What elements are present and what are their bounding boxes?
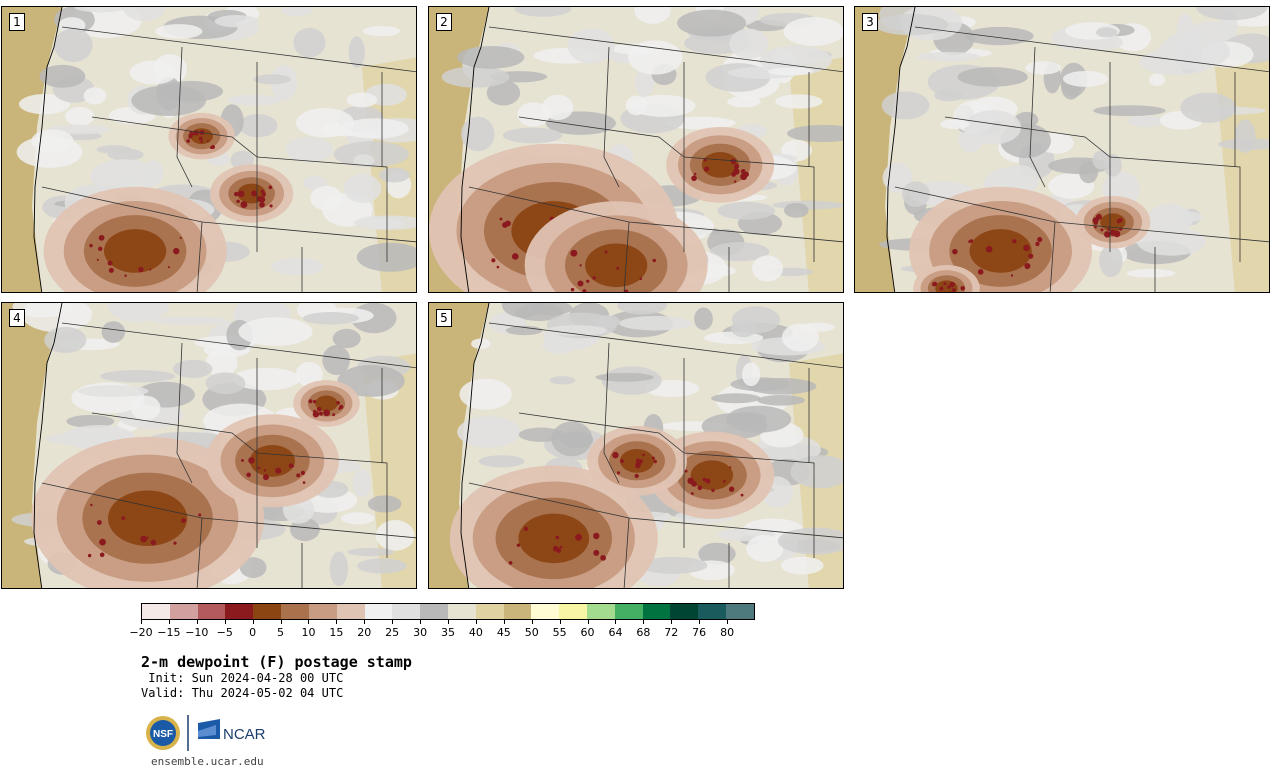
dewpoint-map — [2, 7, 416, 292]
tick-mark — [141, 620, 142, 624]
tick-label: 72 — [664, 626, 679, 639]
colorbar — [141, 603, 755, 620]
colorbar-swatch — [142, 604, 170, 619]
tick-mark — [308, 620, 310, 624]
colorbar-swatch — [587, 604, 615, 619]
nsf-ncar-logo: NSF NCAR — [146, 715, 266, 751]
tick-label: 10 — [301, 626, 316, 639]
colorbar-swatch — [392, 604, 421, 619]
tick-label: 76 — [692, 626, 707, 639]
tick-label: 68 — [636, 626, 651, 639]
dewpoint-map — [429, 7, 843, 292]
tick-mark — [587, 620, 589, 624]
colorbar-swatch — [169, 604, 198, 619]
tick-label: 60 — [580, 626, 595, 639]
colorbar-swatch — [698, 604, 727, 619]
tick-mark — [224, 620, 226, 624]
panel-number: 1 — [9, 13, 25, 31]
stamp-panel-5: 5 — [428, 302, 844, 589]
tick-label: 15 — [329, 626, 344, 639]
tick-mark — [364, 620, 366, 624]
tick-label: 25 — [385, 626, 400, 639]
colorbar-swatch — [308, 604, 337, 619]
nsf-logo-text: NSF — [153, 729, 173, 740]
tick-mark — [699, 620, 701, 624]
tick-mark — [392, 620, 394, 624]
dewpoint-map — [2, 303, 416, 588]
source-url[interactable]: ensemble.ucar.edu — [151, 755, 264, 768]
tick-label: 80 — [720, 626, 735, 639]
colorbar-swatch — [726, 604, 754, 619]
colorbar-swatch — [364, 604, 393, 619]
valid-time: Valid: Thu 2024-05-02 04 UTC — [141, 686, 344, 700]
tick-mark — [531, 620, 533, 624]
tick-mark — [280, 620, 282, 624]
tick-label: 20 — [357, 626, 372, 639]
tick-label: 50 — [524, 626, 539, 639]
colorbar-swatch — [197, 604, 226, 619]
tick-mark — [615, 620, 617, 624]
tick-label: 40 — [468, 626, 483, 639]
tick-mark — [727, 620, 729, 624]
tick-mark — [196, 620, 198, 624]
tick-label: 5 — [277, 626, 285, 639]
panel-number: 4 — [9, 309, 25, 327]
colorbar-ticks: −20 −15 −10 −5 0 5 10 15 20 25 30 35 40 45 50 55 60 64 68 7… — [129, 620, 755, 640]
colorbar-swatch — [670, 604, 699, 619]
panel-number: 3 — [862, 13, 878, 31]
init-time: Init: Sun 2024-04-28 00 UTC — [141, 671, 344, 685]
tick-mark — [168, 620, 170, 624]
tick-label: −20 — [129, 626, 153, 639]
tick-mark — [448, 620, 449, 624]
tick-label: 45 — [496, 626, 511, 639]
tick-label: 64 — [608, 626, 623, 639]
colorbar-swatch — [420, 604, 448, 619]
dewpoint-map — [429, 303, 843, 588]
stamp-panel-1: 1 — [1, 6, 417, 293]
colorbar-swatch — [503, 604, 532, 619]
figure-title: 2-m dewpoint (F) postage stamp — [141, 653, 412, 671]
ncar-logo-text: NCAR — [223, 726, 266, 743]
tick-label: 35 — [441, 626, 455, 639]
tick-label: −10 — [185, 626, 209, 639]
tick-mark — [252, 620, 254, 624]
tick-mark — [559, 620, 561, 624]
tick-mark — [336, 620, 338, 624]
panel-number: 2 — [436, 13, 452, 31]
stamp-panel-3: 3 — [854, 6, 1270, 293]
tick-label: 30 — [413, 626, 428, 639]
tick-mark — [671, 620, 673, 624]
colorbar-swatch — [559, 604, 587, 619]
tick-mark — [503, 620, 505, 624]
tick-mark — [643, 620, 645, 624]
colorbar-swatch — [642, 604, 671, 619]
stamp-panel-4: 4 — [1, 302, 417, 589]
colorbar-swatch — [336, 604, 365, 619]
tick-label: 0 — [249, 626, 257, 639]
logos: NSF NCAR — [146, 713, 276, 753]
tick-label: 55 — [552, 626, 567, 639]
tick-label: −5 — [216, 626, 233, 639]
colorbar-swatch — [614, 604, 643, 619]
colorbar-swatch — [475, 604, 504, 619]
dewpoint-map — [855, 7, 1269, 292]
colorbar-swatch — [531, 604, 560, 619]
tick-mark — [475, 620, 477, 624]
panel-number: 5 — [436, 309, 452, 327]
tick-label: −15 — [157, 626, 181, 639]
stamp-panel-2: 2 — [428, 6, 844, 293]
tick-mark — [420, 620, 422, 624]
colorbar-swatch — [447, 604, 476, 619]
colorbar-swatch — [253, 604, 282, 619]
colorbar-swatch — [225, 604, 254, 619]
colorbar-swatch — [281, 604, 309, 619]
